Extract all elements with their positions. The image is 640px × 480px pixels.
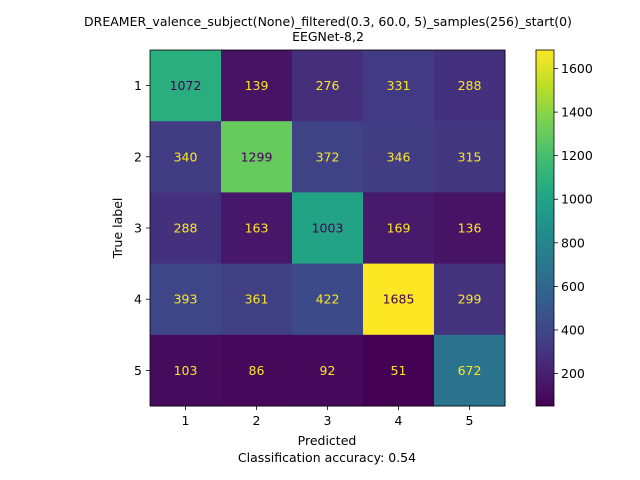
heatmap-cell	[221, 121, 293, 193]
cell-value-label: 331	[387, 78, 411, 93]
cell-value-label: 299	[458, 292, 482, 307]
heatmap-cell-labels: 1072 139 276 331 288 340 1299 372 346 315 288 163 10…	[170, 78, 482, 378]
x-tick-label: 1	[182, 413, 190, 428]
colorbar-tick-label: 800	[561, 235, 585, 250]
cell-value-label: 393	[174, 292, 198, 307]
colorbar	[535, 49, 555, 407]
chart-title: DREAMER_valence_subject(None)_filtered(0…	[84, 14, 572, 29]
y-axis-ticks: 1 2 3 4 5	[134, 78, 150, 378]
cell-value-label: 422	[316, 292, 340, 307]
heatmap-cell	[363, 263, 435, 336]
cell-value-label: 103	[174, 363, 198, 378]
cell-value-label: 372	[316, 149, 340, 164]
heatmap-cell	[150, 192, 222, 265]
y-axis-label: True label	[110, 198, 125, 260]
heatmap-cell	[363, 121, 435, 193]
cell-value-label: 1685	[383, 292, 415, 307]
cell-value-label: 136	[458, 221, 482, 236]
cell-value-label: 163	[245, 221, 269, 236]
heatmap-cell	[221, 50, 293, 122]
heatmap-cell	[434, 192, 506, 265]
heatmap-cell	[150, 121, 222, 193]
cell-value-label: 169	[387, 221, 411, 236]
x-tick-label: 3	[324, 413, 332, 428]
y-tick-label: 2	[134, 149, 142, 164]
colorbar-ticks: 200 400 600 800 1000 1200 1400 1600	[554, 61, 593, 381]
cell-value-label: 315	[458, 149, 482, 164]
chart-subtitle: EEGNet-8,2	[292, 29, 364, 44]
y-tick-label: 1	[134, 78, 142, 93]
heatmap-cell	[292, 263, 364, 336]
x-axis-label: Predicted	[298, 433, 357, 448]
y-tick-label: 4	[134, 292, 142, 307]
x-tick-label: 4	[395, 413, 403, 428]
colorbar-tick-label: 1600	[561, 61, 593, 76]
cell-value-label: 86	[249, 363, 265, 378]
cell-value-label: 139	[245, 78, 269, 93]
x-axis-ticks: 1 2 3 4 5	[182, 406, 474, 428]
heatmap-cell	[150, 263, 222, 336]
cell-value-label: 51	[391, 363, 407, 378]
heatmap-cells	[150, 50, 506, 407]
heatmap-cell	[150, 50, 222, 122]
heatmap-cell	[292, 121, 364, 193]
heatmap-cell	[292, 192, 364, 265]
cell-value-label: 361	[245, 292, 269, 307]
cell-value-label: 276	[316, 78, 340, 93]
heatmap-cell	[363, 334, 435, 407]
colorbar-tick-label: 1000	[561, 192, 593, 207]
y-tick-label: 5	[134, 363, 142, 378]
y-tick-label: 3	[134, 221, 142, 236]
heatmap-cell	[150, 334, 222, 407]
heatmap-cell	[221, 192, 293, 265]
heatmap-cell	[434, 121, 506, 193]
cell-value-label: 1003	[312, 221, 344, 236]
cell-value-label: 92	[320, 363, 336, 378]
heatmap-cell	[292, 334, 364, 407]
colorbar-tick-label: 1200	[561, 148, 593, 163]
cell-value-label: 672	[458, 363, 482, 378]
cell-value-label: 340	[174, 149, 198, 164]
cell-value-label: 1299	[241, 149, 273, 164]
colorbar-tick-label: 200	[561, 366, 585, 381]
colorbar-tick-label: 1400	[561, 105, 593, 120]
colorbar-tick-label: 400	[561, 322, 585, 337]
cell-value-label: 288	[458, 78, 482, 93]
x-tick-label: 5	[466, 413, 474, 428]
heatmap-cell	[221, 334, 293, 407]
x-tick-label: 2	[253, 413, 261, 428]
cell-value-label: 288	[174, 221, 198, 236]
accuracy-footer: Classification accuracy: 0.54	[238, 450, 416, 465]
cell-value-label: 346	[387, 149, 411, 164]
heatmap-cell	[221, 263, 293, 336]
heatmap-cell	[292, 50, 364, 122]
heatmap-cell	[434, 263, 506, 336]
colorbar-tick-label: 600	[561, 279, 585, 294]
heatmap-cell	[363, 50, 435, 122]
heatmap-cell	[363, 192, 435, 265]
heatmap-cell	[434, 50, 506, 122]
cell-value-label: 1072	[170, 78, 202, 93]
heatmap-cell	[434, 334, 506, 407]
